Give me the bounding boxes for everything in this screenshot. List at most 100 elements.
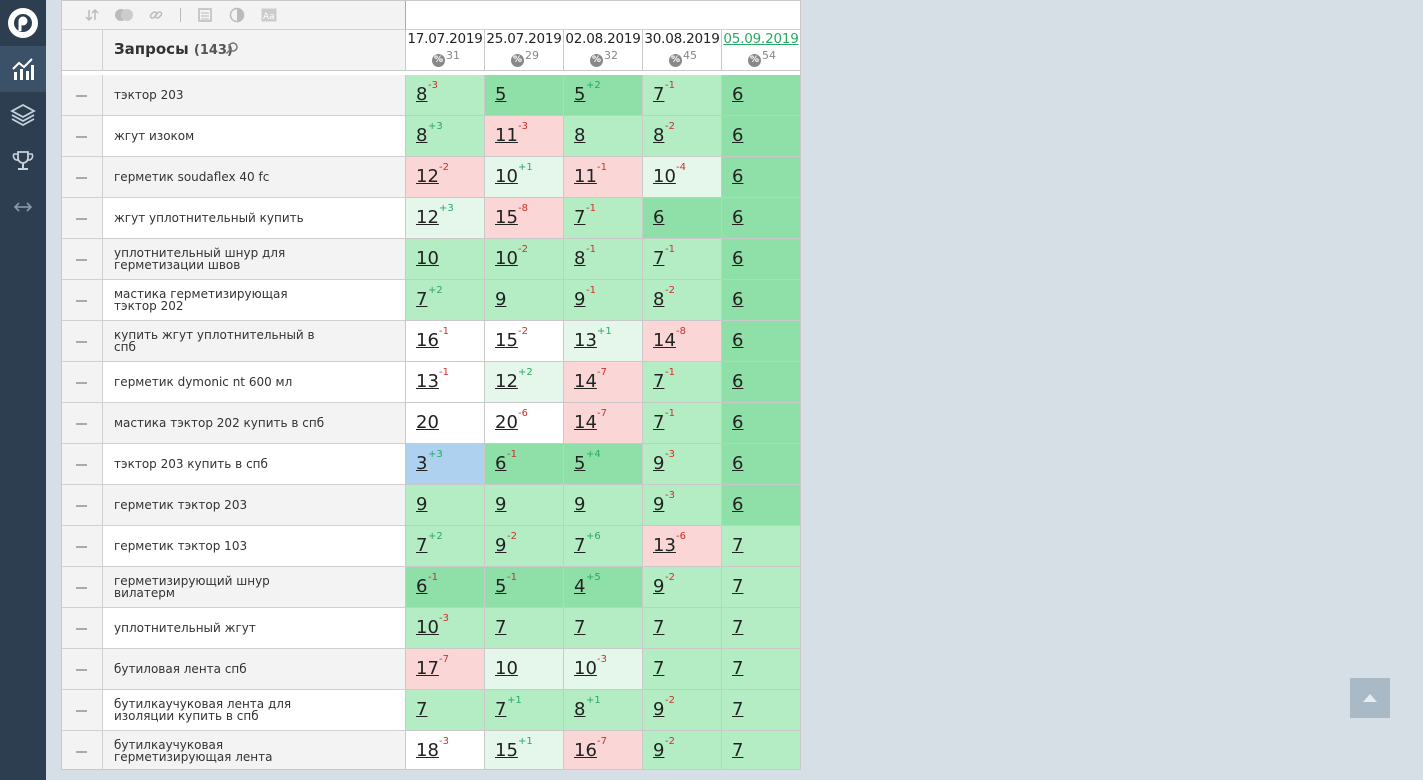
position-value[interactable]: 6 (732, 84, 744, 105)
position-cell[interactable]: 7 (642, 608, 721, 649)
position-value[interactable]: 16 (574, 740, 597, 761)
select-all-column[interactable] (62, 30, 103, 71)
position-value[interactable]: 15 (495, 207, 518, 228)
position-value[interactable]: 10 (495, 658, 518, 679)
position-value[interactable]: 14 (574, 371, 597, 392)
position-value[interactable]: 10 (574, 658, 597, 679)
position-value[interactable]: 4 (574, 576, 586, 597)
position-value[interactable]: 5 (574, 453, 586, 474)
nav-item-projects[interactable] (0, 92, 46, 138)
position-value[interactable]: 7 (732, 535, 744, 556)
position-cell[interactable]: 6 (721, 444, 800, 485)
position-value[interactable]: 6 (732, 207, 744, 228)
query-keyword[interactable]: мастика тэктор 202 купить в спб (103, 403, 405, 444)
position-value[interactable]: 6 (732, 166, 744, 187)
nav-item-positions[interactable] (0, 46, 46, 92)
position-cell[interactable]: 6 (721, 321, 800, 362)
position-value[interactable]: 13 (653, 535, 676, 556)
position-cell[interactable]: 12 -2 (405, 157, 484, 198)
row-select-checkbox[interactable] (62, 485, 103, 526)
position-cell[interactable]: 6 (721, 75, 800, 116)
position-value[interactable]: 7 (653, 248, 665, 269)
position-cell[interactable]: 8 -2 (642, 280, 721, 321)
query-keyword[interactable]: герметик тэктор 103 (103, 526, 405, 567)
position-value[interactable]: 7 (416, 699, 428, 720)
position-value[interactable]: 7 (653, 658, 665, 679)
position-cell[interactable]: 10 -3 (405, 608, 484, 649)
position-value[interactable]: 3 (416, 453, 428, 474)
position-cell[interactable]: 11 -1 (563, 157, 642, 198)
row-select-checkbox[interactable] (62, 731, 103, 769)
row-select-checkbox[interactable] (62, 157, 103, 198)
row-select-checkbox[interactable] (62, 198, 103, 239)
position-cell[interactable]: 14 -7 (563, 403, 642, 444)
position-value[interactable]: 6 (732, 494, 744, 515)
position-cell[interactable]: 9 -1 (563, 280, 642, 321)
position-cell[interactable]: 9 -2 (642, 731, 721, 769)
position-value[interactable]: 7 (653, 84, 665, 105)
position-value[interactable]: 12 (495, 371, 518, 392)
position-value[interactable]: 7 (653, 412, 665, 433)
position-cell[interactable]: 6 (721, 157, 800, 198)
position-value[interactable]: 7 (653, 617, 665, 638)
toggle-button[interactable] (108, 1, 140, 30)
row-select-checkbox[interactable] (62, 690, 103, 731)
position-cell[interactable]: 7 +6 (563, 526, 642, 567)
position-value[interactable]: 8 (653, 289, 665, 310)
position-cell[interactable]: 9 (484, 485, 563, 526)
position-value[interactable]: 11 (495, 125, 518, 146)
position-value[interactable]: 7 (653, 371, 665, 392)
date-column-header[interactable]: 25.07.2019% 29 (484, 30, 563, 71)
position-cell[interactable]: 10 -4 (642, 157, 721, 198)
position-value[interactable]: 9 (574, 289, 586, 310)
position-cell[interactable]: 7 +1 (484, 690, 563, 731)
position-value[interactable]: 9 (653, 740, 665, 761)
position-cell[interactable]: 8 +1 (563, 690, 642, 731)
position-value[interactable]: 9 (653, 453, 665, 474)
position-value[interactable]: 9 (495, 494, 507, 515)
position-value[interactable]: 14 (653, 330, 676, 351)
position-cell[interactable]: 10 -2 (484, 239, 563, 280)
position-cell[interactable]: 3 +3 (405, 444, 484, 485)
query-keyword[interactable]: бутилкаучуковая герметизирующая лента (103, 731, 405, 769)
position-cell[interactable]: 7 +2 (405, 280, 484, 321)
position-value[interactable]: 5 (574, 84, 586, 105)
date-column-header[interactable]: 30.08.2019% 45 (642, 30, 721, 71)
position-value[interactable]: 20 (495, 412, 518, 433)
position-value[interactable]: 5 (495, 576, 507, 597)
position-cell[interactable]: 9 (484, 280, 563, 321)
position-value[interactable]: 7 (495, 617, 507, 638)
position-value[interactable]: 8 (574, 125, 586, 146)
position-cell[interactable]: 10 (484, 649, 563, 690)
row-select-checkbox[interactable] (62, 75, 103, 116)
position-cell[interactable]: 7 (642, 649, 721, 690)
position-value[interactable]: 10 (653, 166, 676, 187)
query-keyword[interactable]: бутиловая лента спб (103, 649, 405, 690)
position-value[interactable]: 15 (495, 740, 518, 761)
position-cell[interactable]: 7 -1 (642, 75, 721, 116)
position-value[interactable]: 7 (732, 576, 744, 597)
position-cell[interactable]: 9 (563, 485, 642, 526)
query-keyword[interactable]: бутилкаучуковая лента для изоляции купит… (103, 690, 405, 731)
position-value[interactable]: 6 (495, 453, 507, 474)
position-cell[interactable]: 6 (721, 239, 800, 280)
position-value[interactable]: 6 (732, 289, 744, 310)
row-select-checkbox[interactable] (62, 116, 103, 157)
position-value[interactable]: 15 (495, 330, 518, 351)
date-column-header[interactable]: 05.09.2019% 54 (721, 30, 800, 71)
position-cell[interactable]: 6 -1 (484, 444, 563, 485)
position-cell[interactable]: 8 +3 (405, 116, 484, 157)
nav-item-expand[interactable] (0, 184, 46, 230)
position-value[interactable]: 7 (574, 535, 586, 556)
position-cell[interactable]: 7 +2 (405, 526, 484, 567)
row-select-checkbox[interactable] (62, 403, 103, 444)
position-cell[interactable]: 16 -1 (405, 321, 484, 362)
position-value[interactable]: 9 (574, 494, 586, 515)
row-select-checkbox[interactable] (62, 608, 103, 649)
query-keyword[interactable]: жгут уплотнительный купить (103, 198, 405, 239)
position-value[interactable]: 11 (574, 166, 597, 187)
position-cell[interactable]: 7 (721, 608, 800, 649)
position-value[interactable]: 7 (732, 740, 744, 761)
position-cell[interactable]: 6 (642, 198, 721, 239)
date-column-header[interactable]: 17.07.2019% 31 (405, 30, 484, 71)
